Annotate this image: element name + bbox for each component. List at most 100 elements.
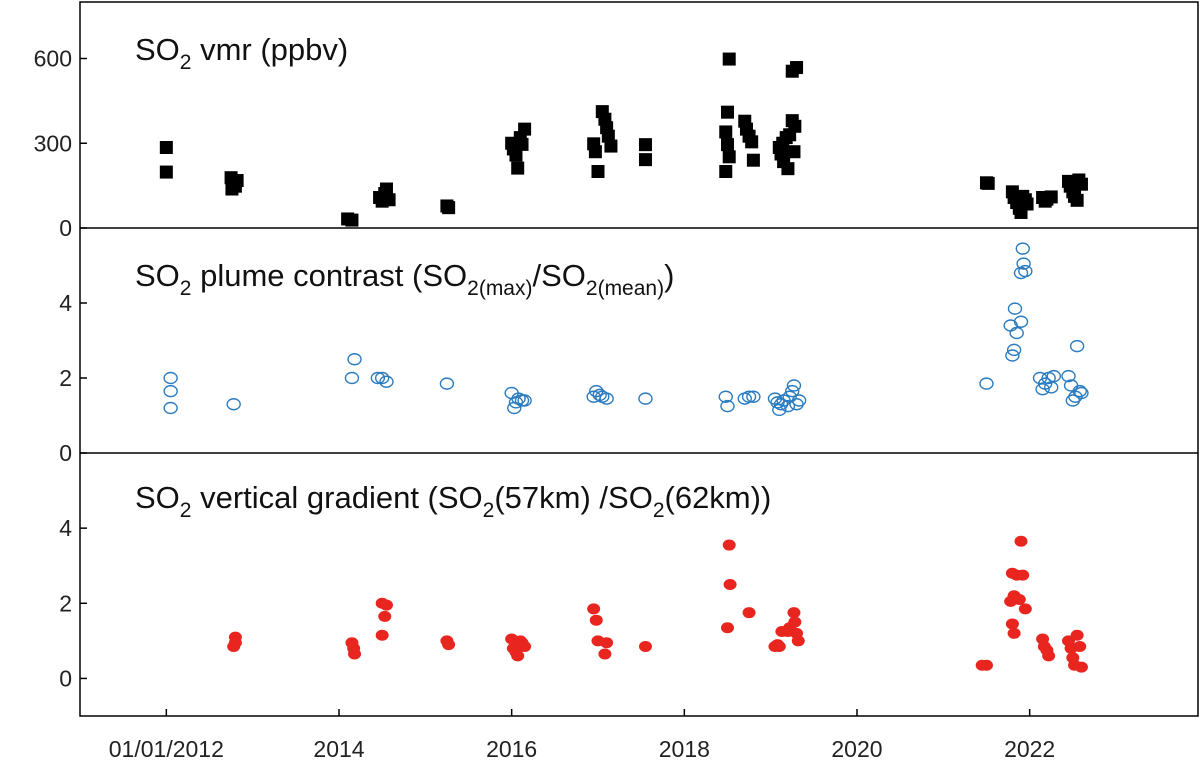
data-point bbox=[509, 148, 523, 162]
data-point bbox=[163, 401, 178, 415]
x-tick-label: 2016 bbox=[486, 736, 537, 762]
data-point bbox=[788, 616, 802, 628]
y-tick-label: 300 bbox=[34, 130, 72, 156]
data-point bbox=[1015, 242, 1030, 255]
chart-frame bbox=[79, 1, 1199, 717]
data-point bbox=[1035, 383, 1050, 396]
data-point bbox=[348, 648, 362, 660]
data-point bbox=[745, 135, 759, 149]
data-point bbox=[723, 579, 737, 590]
data-point bbox=[720, 105, 734, 119]
y-tick-label: 4 bbox=[59, 515, 72, 541]
data-point bbox=[772, 640, 786, 652]
data-point bbox=[159, 140, 173, 154]
data-point bbox=[375, 629, 389, 641]
data-point bbox=[382, 193, 396, 207]
data-point bbox=[515, 137, 529, 151]
y-tick-label: 2 bbox=[59, 590, 72, 616]
data-point bbox=[1014, 535, 1028, 547]
data-point bbox=[782, 390, 797, 403]
data-point bbox=[1007, 302, 1023, 315]
data-point bbox=[741, 390, 757, 403]
data-point bbox=[588, 145, 602, 159]
data-point bbox=[1070, 193, 1084, 207]
data-point bbox=[720, 138, 734, 152]
data-point bbox=[785, 384, 800, 398]
data-point bbox=[1006, 343, 1022, 357]
x-tick-label: 2022 bbox=[1004, 736, 1055, 762]
data-point bbox=[227, 640, 241, 652]
data-point bbox=[163, 384, 178, 398]
data-point bbox=[439, 377, 455, 390]
y-tick-label: 2 bbox=[59, 365, 72, 391]
data-point bbox=[787, 145, 801, 159]
data-point bbox=[589, 614, 603, 626]
y-tick-label: 600 bbox=[34, 46, 72, 72]
data-point bbox=[345, 213, 359, 227]
data-point bbox=[1061, 369, 1076, 383]
data-point bbox=[1042, 650, 1056, 662]
data-point bbox=[746, 153, 760, 167]
data-point bbox=[601, 129, 615, 143]
data-point bbox=[638, 392, 653, 405]
data-point bbox=[722, 52, 736, 66]
x-tick-label: 2020 bbox=[831, 736, 882, 762]
data-point bbox=[787, 607, 801, 619]
data-point bbox=[1007, 627, 1021, 639]
data-point bbox=[1074, 386, 1089, 400]
data-point bbox=[791, 635, 805, 647]
data-point bbox=[719, 165, 733, 178]
data-point bbox=[1016, 569, 1030, 581]
data-point bbox=[442, 201, 456, 215]
x-tick-label: 2014 bbox=[313, 736, 364, 762]
data-point bbox=[374, 371, 390, 385]
data-point bbox=[781, 162, 795, 176]
data-point bbox=[511, 392, 526, 405]
data-point bbox=[518, 122, 532, 136]
data-point bbox=[511, 161, 525, 175]
data-point bbox=[638, 153, 652, 167]
data-point bbox=[742, 607, 756, 619]
data-point bbox=[379, 182, 393, 196]
x-tick-label: 01/01/2012 bbox=[109, 736, 224, 762]
data-point bbox=[1044, 190, 1058, 204]
panel-1: 0 300 600 SO2 vmr (ppbv) bbox=[34, 32, 1088, 241]
x-axis: 01/01/2012 2014 2016 2018 2020 2022 bbox=[109, 709, 1055, 762]
y-tick-label: 0 bbox=[59, 215, 72, 241]
data-point bbox=[791, 394, 807, 407]
data-point bbox=[1005, 349, 1020, 362]
panel-title: SO2 plume contrast (SO2(max)/SO2(mean)) bbox=[135, 258, 674, 300]
data-point bbox=[1073, 640, 1087, 652]
data-point bbox=[979, 377, 994, 390]
data-point bbox=[442, 639, 456, 651]
data-point bbox=[780, 399, 796, 413]
data-point bbox=[1074, 177, 1088, 191]
data-point bbox=[370, 371, 386, 385]
data-point bbox=[163, 371, 178, 385]
data-point bbox=[1046, 369, 1062, 383]
data-point bbox=[517, 394, 532, 407]
panel-3: 0 2 4 SO2 vertical gradient (SO2(57km) /SO2… bbox=[59, 452, 1198, 691]
data-point bbox=[1020, 197, 1034, 211]
data-point bbox=[1069, 339, 1085, 353]
data-point bbox=[719, 125, 733, 139]
data-point bbox=[1072, 384, 1087, 398]
data-point bbox=[1009, 326, 1024, 340]
data-point bbox=[783, 128, 797, 142]
data-point bbox=[159, 165, 173, 179]
data-point bbox=[979, 659, 993, 671]
data-point bbox=[722, 539, 736, 551]
data-point bbox=[599, 392, 614, 405]
data-point bbox=[786, 379, 802, 392]
data-point bbox=[981, 176, 995, 190]
data-point bbox=[718, 390, 733, 403]
data-point bbox=[591, 165, 605, 178]
y-tick-label: 0 bbox=[59, 665, 72, 691]
data-point bbox=[1018, 264, 1033, 278]
data-point bbox=[1074, 661, 1088, 673]
panel-2: 0 2 4 SO2 plume contrast (SO2(max)/SO2(mean… bbox=[59, 227, 1198, 466]
panel-title: SO2 vmr (ppbv) bbox=[135, 32, 348, 74]
y-tick-label: 0 bbox=[59, 440, 72, 466]
data-point bbox=[379, 375, 394, 388]
